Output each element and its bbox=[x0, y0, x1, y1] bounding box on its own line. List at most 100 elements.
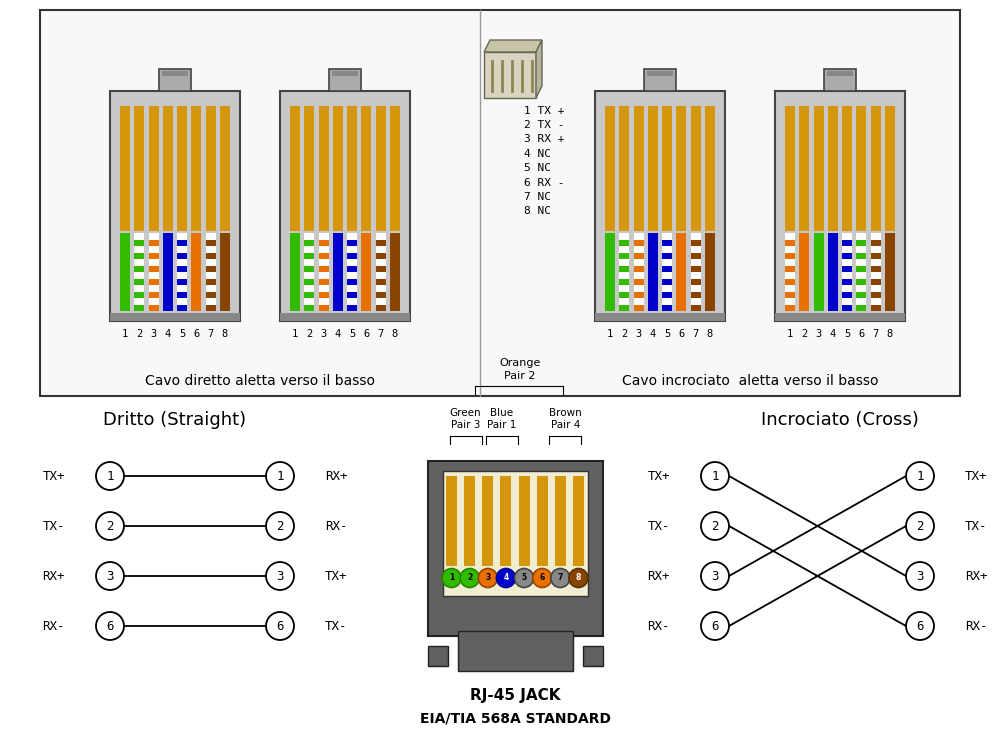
Text: TX-: TX- bbox=[42, 520, 65, 532]
Bar bbox=[619, 266, 629, 272]
Circle shape bbox=[496, 569, 515, 587]
Text: 7: 7 bbox=[872, 329, 879, 339]
Bar bbox=[220, 233, 230, 311]
Circle shape bbox=[442, 569, 461, 587]
Bar bbox=[304, 240, 314, 246]
Bar bbox=[842, 266, 852, 272]
Text: Dritto (Straight): Dritto (Straight) bbox=[103, 411, 247, 429]
Text: 6: 6 bbox=[193, 329, 200, 339]
Bar bbox=[634, 233, 644, 311]
Bar bbox=[619, 240, 629, 246]
Bar bbox=[619, 291, 629, 298]
Text: 1: 1 bbox=[122, 329, 128, 339]
Circle shape bbox=[906, 612, 934, 640]
Text: 3: 3 bbox=[816, 329, 822, 339]
Bar bbox=[785, 266, 795, 272]
Text: RX+: RX+ bbox=[42, 569, 65, 583]
Text: Brown: Brown bbox=[549, 408, 582, 418]
Bar bbox=[842, 304, 852, 311]
Bar bbox=[871, 304, 881, 311]
Bar bbox=[842, 279, 852, 285]
Bar bbox=[442, 471, 588, 596]
Bar bbox=[347, 252, 357, 259]
Bar bbox=[347, 279, 357, 285]
Text: 6: 6 bbox=[858, 329, 864, 339]
Bar bbox=[149, 291, 159, 298]
Text: 2: 2 bbox=[106, 520, 114, 532]
Circle shape bbox=[96, 612, 124, 640]
Bar bbox=[856, 233, 866, 311]
Text: 2: 2 bbox=[467, 574, 472, 583]
Bar bbox=[662, 304, 672, 311]
Bar bbox=[856, 266, 866, 272]
Bar bbox=[347, 266, 357, 272]
Bar bbox=[619, 233, 629, 311]
Text: TX-: TX- bbox=[325, 620, 348, 632]
Bar bbox=[799, 106, 809, 231]
Bar bbox=[347, 291, 357, 298]
Text: 7: 7 bbox=[692, 329, 699, 339]
Bar bbox=[662, 252, 672, 259]
Bar bbox=[828, 106, 838, 231]
Text: 2: 2 bbox=[306, 329, 312, 339]
Bar bbox=[885, 106, 895, 231]
Bar bbox=[149, 279, 159, 285]
Bar bbox=[676, 106, 686, 231]
Bar bbox=[582, 646, 602, 666]
Bar bbox=[347, 233, 357, 311]
Bar bbox=[134, 106, 144, 231]
Bar bbox=[376, 279, 386, 285]
Bar bbox=[691, 291, 701, 298]
Text: Cavo diretto aletta verso il basso: Cavo diretto aletta verso il basso bbox=[145, 374, 375, 388]
Bar bbox=[446, 476, 457, 566]
Circle shape bbox=[266, 512, 294, 540]
Text: Pair 2: Pair 2 bbox=[504, 371, 536, 381]
Bar bbox=[662, 279, 672, 285]
Text: RX-: RX- bbox=[965, 620, 988, 632]
Bar bbox=[361, 106, 371, 231]
Bar bbox=[149, 106, 159, 231]
Text: 1: 1 bbox=[106, 469, 114, 482]
Bar bbox=[390, 233, 400, 311]
Bar bbox=[785, 240, 795, 246]
Bar bbox=[376, 252, 386, 259]
Text: 1 TX +
2 TX -
3 RX +
4 NC
5 NC
6 RX -
7 NC
8 NC: 1 TX + 2 TX - 3 RX + 4 NC 5 NC 6 RX - 7 … bbox=[524, 106, 564, 216]
Text: Pair 1: Pair 1 bbox=[487, 420, 517, 430]
Text: 5: 5 bbox=[179, 329, 185, 339]
Bar bbox=[134, 291, 144, 298]
Text: 2: 2 bbox=[801, 329, 808, 339]
Bar bbox=[856, 252, 866, 259]
Bar bbox=[691, 304, 701, 311]
Bar bbox=[500, 476, 511, 566]
Text: 6: 6 bbox=[276, 620, 284, 632]
Circle shape bbox=[701, 612, 729, 640]
Bar bbox=[329, 69, 361, 91]
Circle shape bbox=[701, 512, 729, 540]
Bar bbox=[332, 71, 358, 76]
Bar bbox=[319, 106, 329, 231]
Text: 2: 2 bbox=[136, 329, 143, 339]
Bar bbox=[134, 233, 144, 311]
Bar bbox=[290, 106, 300, 231]
Bar bbox=[885, 233, 895, 311]
Bar bbox=[390, 106, 400, 231]
Bar bbox=[304, 279, 314, 285]
Bar bbox=[162, 71, 188, 76]
Bar bbox=[519, 476, 530, 566]
Bar bbox=[691, 279, 701, 285]
Bar bbox=[177, 233, 187, 311]
Text: 8: 8 bbox=[576, 574, 581, 583]
Bar bbox=[120, 106, 130, 231]
Text: 7: 7 bbox=[558, 574, 563, 583]
Bar bbox=[595, 91, 725, 321]
Bar bbox=[206, 240, 216, 246]
Circle shape bbox=[906, 462, 934, 490]
Text: 5: 5 bbox=[664, 329, 670, 339]
Text: 6: 6 bbox=[540, 574, 545, 583]
Text: Pair 3: Pair 3 bbox=[451, 420, 480, 430]
Bar bbox=[206, 279, 216, 285]
Bar bbox=[304, 291, 314, 298]
Bar bbox=[347, 304, 357, 311]
Bar bbox=[347, 240, 357, 246]
Bar bbox=[827, 71, 853, 76]
